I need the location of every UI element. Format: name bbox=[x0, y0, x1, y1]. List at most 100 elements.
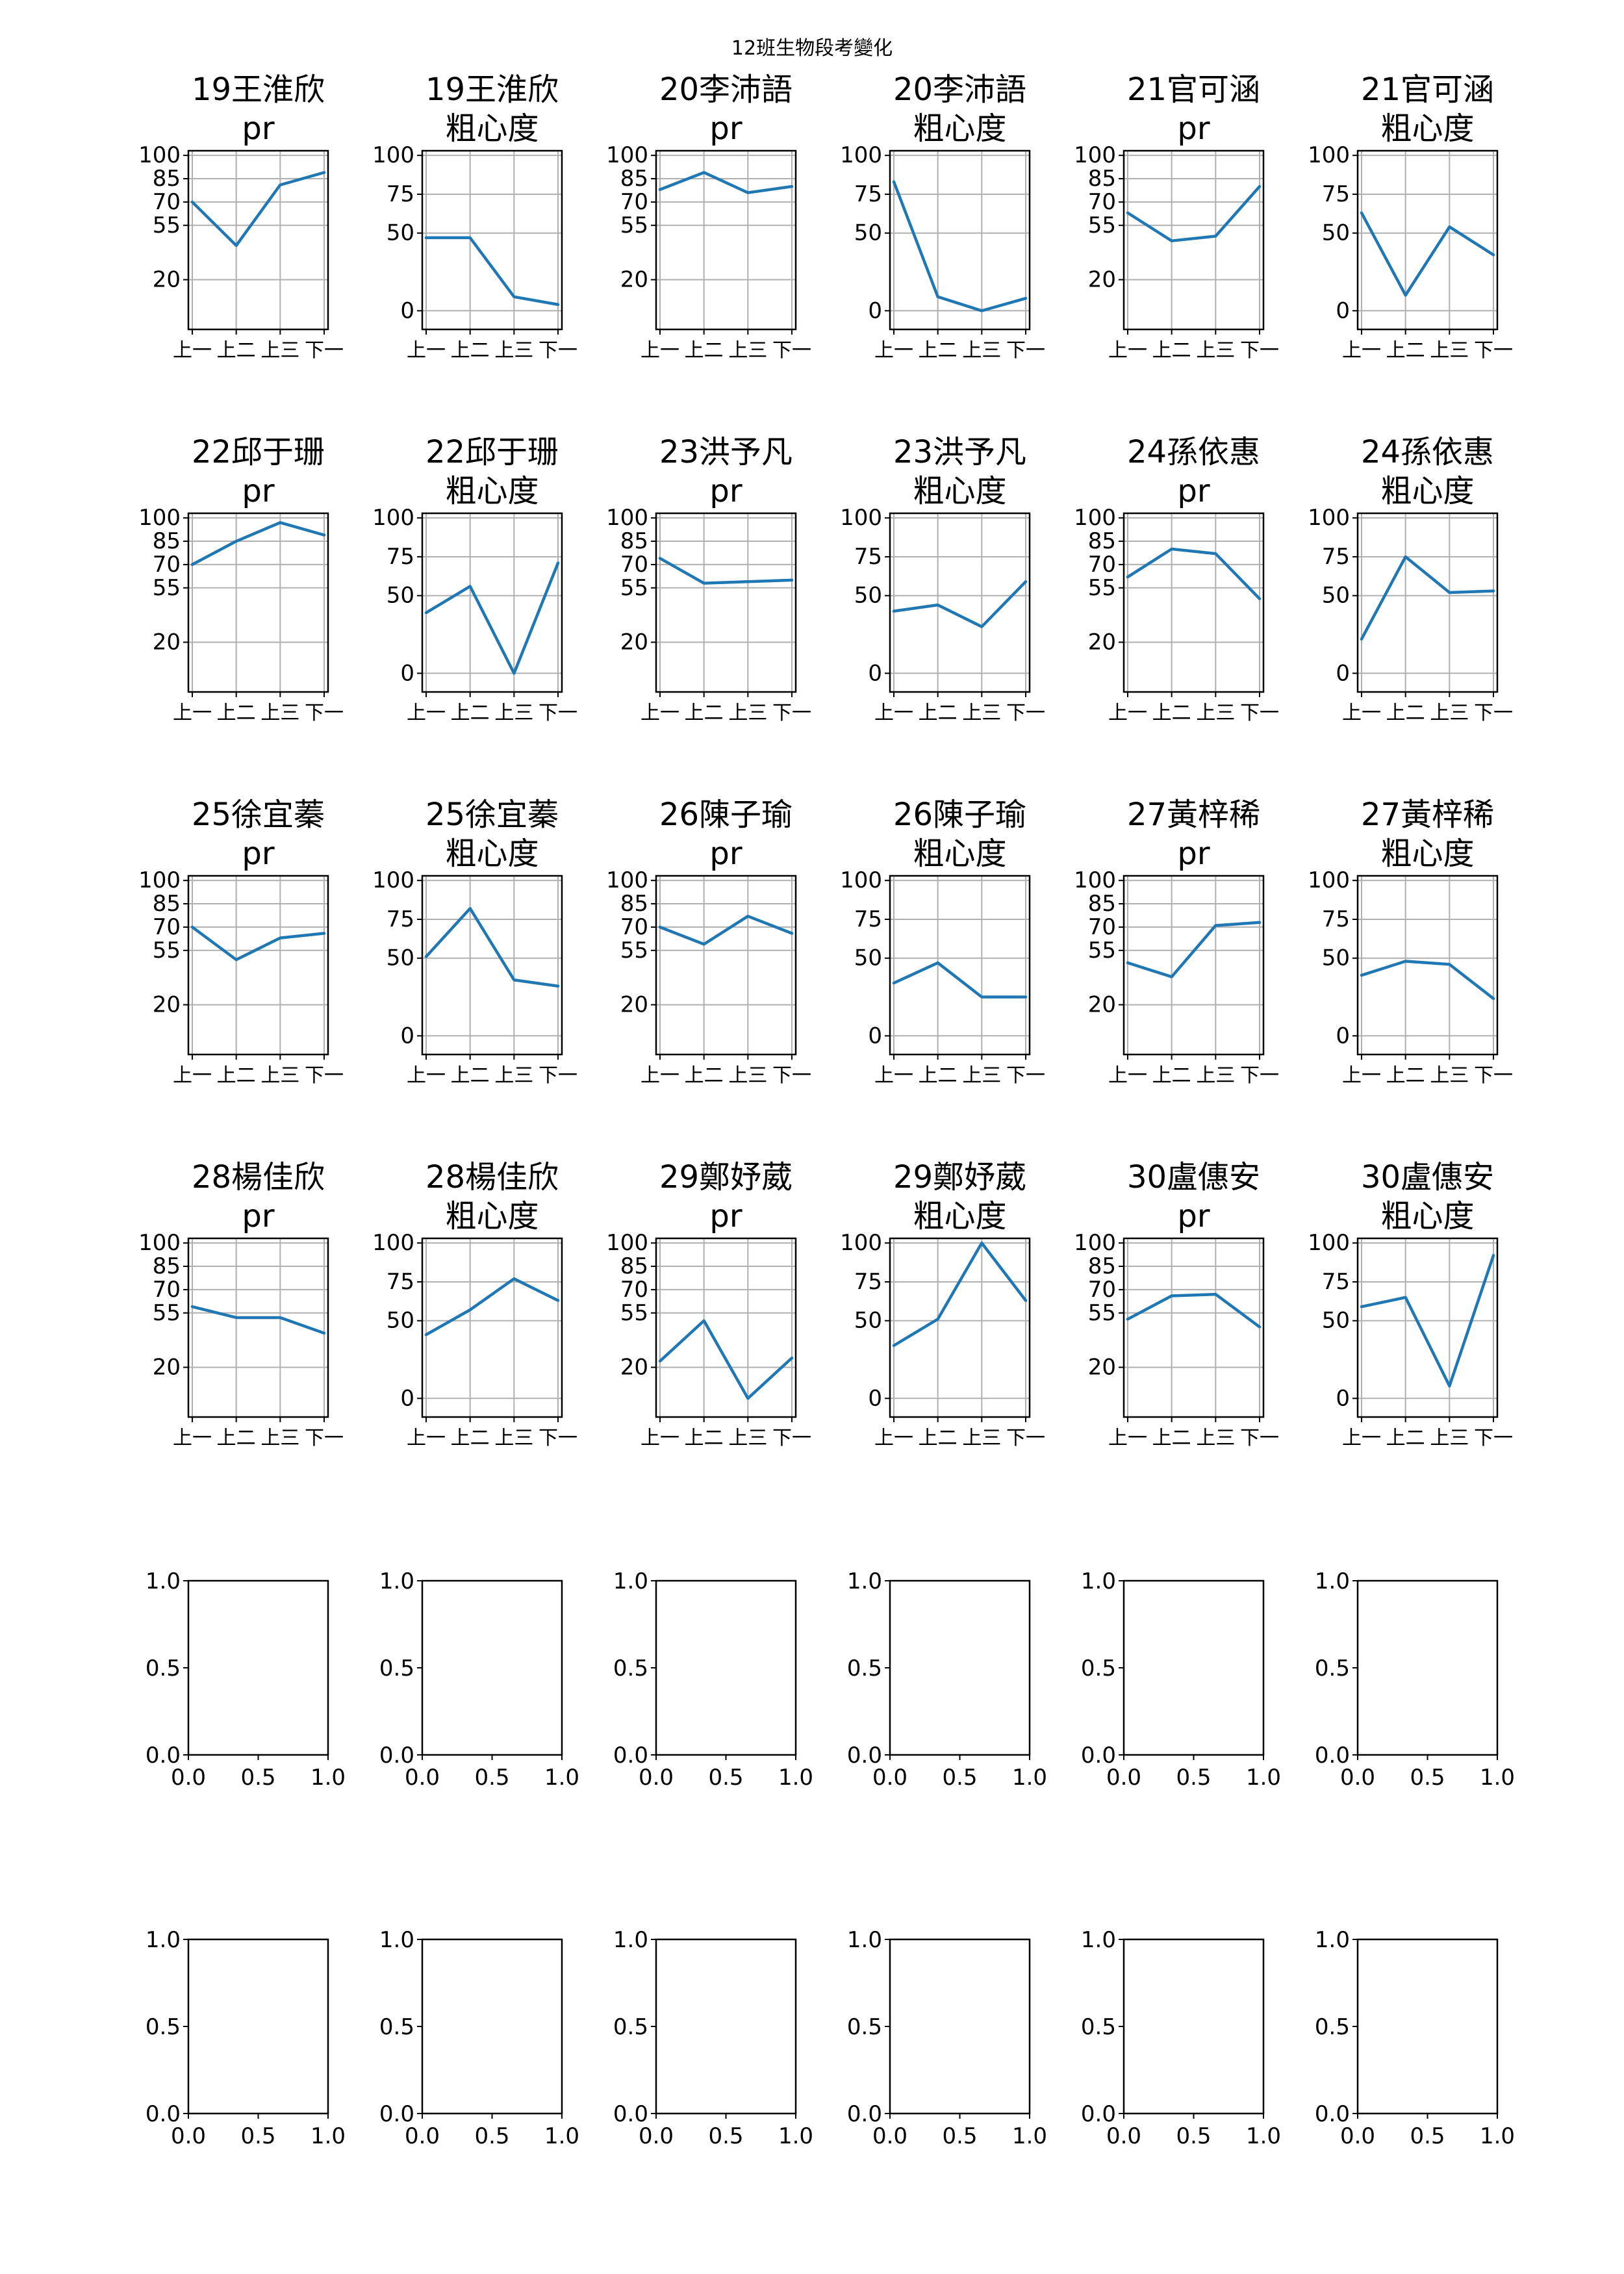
series-line bbox=[1126, 921, 1262, 978]
axes-frame bbox=[421, 1237, 563, 1418]
y-tick-label: 70 bbox=[153, 1277, 181, 1303]
y-tick-label: 70 bbox=[1088, 914, 1116, 940]
x-tick-label: 0.5 bbox=[1410, 2123, 1445, 2149]
x-tick-label: 0.0 bbox=[1340, 1765, 1375, 1791]
x-tick-label: 上一 bbox=[173, 1427, 212, 1450]
title-line: 29鄭妤葳 bbox=[659, 1159, 793, 1195]
subplot: 25徐宜蓁粗心度 0 50 75 100 上一 上二 上三 下一 bbox=[372, 797, 577, 1087]
x-tick-label: 下一 bbox=[1006, 339, 1045, 362]
y-tick-label: 1.0 bbox=[847, 1927, 882, 1953]
x-tick-label: 0.5 bbox=[1410, 1765, 1445, 1791]
title-line: 21官可涵 bbox=[1361, 71, 1494, 108]
y-tick-label: 1.0 bbox=[146, 1568, 181, 1594]
x-tick-label: 上二 bbox=[1152, 339, 1191, 362]
y-tick-label: 85 bbox=[1088, 891, 1116, 917]
y-tick-label: 85 bbox=[620, 528, 648, 554]
x-tick-label: 上二 bbox=[919, 339, 958, 362]
x-tick-label: 上一 bbox=[641, 1427, 679, 1450]
x-tick-label: 下一 bbox=[305, 702, 344, 724]
y-tick-label: 70 bbox=[1088, 1277, 1116, 1303]
y-tick-label: 70 bbox=[620, 914, 648, 940]
y-tick-label: 0.0 bbox=[847, 1743, 882, 1769]
y-tick-label: 70 bbox=[153, 552, 181, 578]
title-line: pr bbox=[709, 110, 742, 147]
series-line bbox=[424, 906, 560, 988]
x-tick-label: 上一 bbox=[1342, 702, 1381, 724]
y-tick-label: 0.5 bbox=[1081, 2014, 1116, 2040]
subplot-title: 28楊佳欣 pr bbox=[192, 1159, 325, 1234]
y-tick-label: 1.0 bbox=[1081, 1568, 1116, 1594]
x-tick-label: 1.0 bbox=[544, 1765, 579, 1791]
figure-title: 12班生物段考變化 bbox=[731, 37, 893, 60]
y-tick-label: 1.0 bbox=[613, 1927, 648, 1953]
x-tick-label: 下一 bbox=[772, 702, 811, 724]
empty-subplot: 0.0 0.5 1.0 0.0 0.5 1.0 bbox=[1081, 1927, 1281, 2149]
x-tick-label: 0.5 bbox=[708, 1765, 743, 1791]
x-tick-label: 1.0 bbox=[1012, 1765, 1047, 1791]
axes-frame bbox=[421, 875, 563, 1056]
y-tick-label: 50 bbox=[387, 945, 414, 971]
subplot: 30盧僡安粗心度 0 50 75 100 上一 上二 上三 下一 bbox=[1308, 1159, 1513, 1450]
x-tick-label: 上三 bbox=[962, 1427, 1001, 1450]
y-tick-label: 1.0 bbox=[1081, 1927, 1116, 1953]
series-line bbox=[892, 180, 1028, 313]
x-tick-label: 上一 bbox=[407, 1427, 446, 1450]
axes-frame bbox=[889, 1579, 1031, 1756]
x-tick-label: 下一 bbox=[539, 1427, 577, 1450]
title-line: 29鄭妤葳 bbox=[893, 1159, 1026, 1195]
x-tick-label: 上一 bbox=[1108, 702, 1147, 724]
title-line: pr bbox=[709, 473, 742, 509]
subplot-title: 26陳子瑜粗心度 bbox=[893, 797, 1026, 872]
y-tick-label: 85 bbox=[153, 528, 181, 554]
subplot-title: 22邱于珊 pr bbox=[192, 434, 325, 509]
title-line: 粗心度 bbox=[913, 1198, 1006, 1234]
empty-subplot: 0.0 0.5 1.0 0.0 0.5 1.0 bbox=[146, 1568, 346, 1791]
x-tick-label: 0.5 bbox=[1176, 2123, 1211, 2149]
x-tick-label: 上二 bbox=[217, 339, 256, 362]
y-tick-label: 20 bbox=[620, 629, 648, 655]
y-tick-label: 55 bbox=[620, 938, 648, 964]
x-tick-label: 0.0 bbox=[1340, 2123, 1375, 2149]
y-tick-label: 55 bbox=[620, 1300, 648, 1326]
x-tick-label: 下一 bbox=[539, 702, 577, 724]
title-line: 28楊佳欣 bbox=[425, 1159, 559, 1195]
y-tick-label: 0.0 bbox=[613, 1743, 648, 1769]
subplot-title: 26陳子瑜 pr bbox=[659, 797, 793, 872]
y-tick-label: 75 bbox=[1322, 544, 1350, 570]
x-tick-label: 上二 bbox=[685, 1427, 724, 1450]
subplot: 27黃梓稀粗心度 0 50 75 100 上一 上二 上三 下一 bbox=[1308, 797, 1513, 1087]
y-tick-label: 55 bbox=[153, 212, 181, 238]
x-tick-label: 上一 bbox=[1108, 1064, 1147, 1087]
y-tick-label: 0.5 bbox=[1081, 1655, 1116, 1681]
subplot: 29鄭妤葳粗心度 0 50 75 100 上一 上二 上三 下一 bbox=[840, 1159, 1045, 1450]
x-tick-label: 上一 bbox=[874, 339, 913, 362]
y-tick-label: 20 bbox=[620, 991, 648, 1017]
y-tick-label: 0.5 bbox=[146, 1655, 181, 1681]
y-tick-label: 100 bbox=[1074, 142, 1116, 168]
y-tick-label: 75 bbox=[854, 544, 882, 570]
y-tick-label: 75 bbox=[854, 1269, 882, 1295]
axes-frame bbox=[421, 1938, 563, 2115]
empty-subplot: 0.0 0.5 1.0 0.0 0.5 1.0 bbox=[847, 1568, 1047, 1791]
y-tick-label: 75 bbox=[1322, 181, 1350, 207]
y-tick-label: 70 bbox=[620, 1277, 648, 1303]
series-line bbox=[1126, 1292, 1262, 1329]
x-tick-label: 0.0 bbox=[639, 1765, 674, 1791]
title-line: 30盧僡安 bbox=[1127, 1159, 1260, 1195]
x-tick-label: 上一 bbox=[641, 702, 679, 724]
x-tick-label: 0.0 bbox=[1106, 1765, 1141, 1791]
y-tick-label: 1.0 bbox=[1315, 1568, 1350, 1594]
title-line: 27黃梓稀 bbox=[1127, 797, 1260, 833]
empty-subplot: 0.0 0.5 1.0 0.0 0.5 1.0 bbox=[613, 1927, 813, 2149]
y-tick-label: 1.0 bbox=[847, 1568, 882, 1594]
x-tick-label: 上二 bbox=[1386, 339, 1425, 362]
subplot: 26陳子瑜粗心度 0 50 75 100 上一 上二 上三 下一 bbox=[840, 797, 1045, 1087]
series-line bbox=[892, 1241, 1028, 1348]
x-tick-label: 1.0 bbox=[1246, 1765, 1281, 1791]
title-line: 23洪予凡 bbox=[893, 434, 1026, 470]
series-line bbox=[424, 561, 560, 675]
y-tick-label: 55 bbox=[1088, 1300, 1116, 1326]
